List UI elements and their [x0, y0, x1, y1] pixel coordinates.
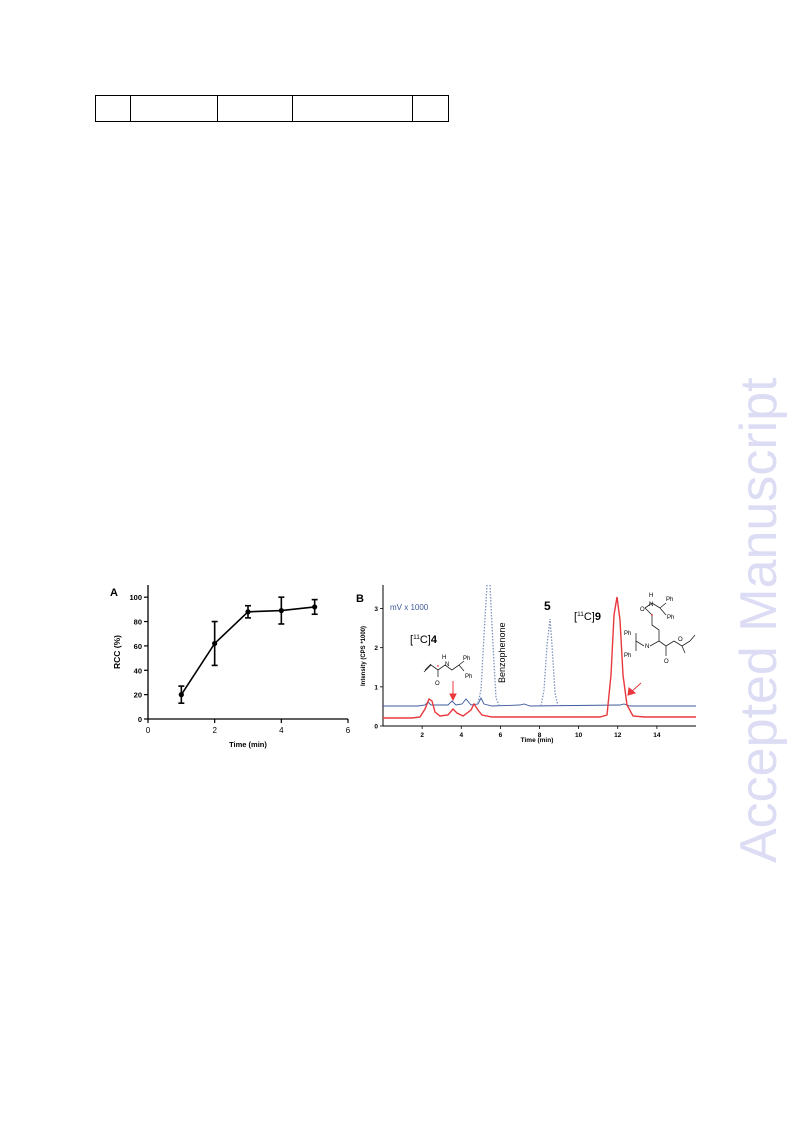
table-cell	[411, 95, 450, 122]
table-cell	[216, 95, 293, 122]
empty-table	[94, 95, 450, 122]
structure-9-o1: O	[640, 607, 645, 613]
structure-4-h: H	[442, 655, 446, 661]
data-point	[212, 640, 218, 647]
table-row	[94, 95, 450, 122]
panel-b-x-label: Time (min)	[521, 737, 554, 744]
y-tick-label: 1	[374, 684, 378, 691]
y-tick-label: 80	[134, 618, 142, 627]
y-tick-label: 40	[134, 666, 142, 675]
y-tick-label: 0	[374, 724, 378, 731]
structure-9-ph4: Ph	[624, 653, 631, 659]
structure-c11-9	[635, 602, 696, 656]
y-tick-label: 60	[134, 642, 142, 651]
y-tick-label: 2	[374, 645, 378, 652]
x-tick-label: 6	[346, 726, 351, 735]
arrow-c11-4	[449, 681, 457, 702]
rcc-series-line	[180, 606, 315, 696]
structure-9-h: H	[649, 593, 653, 599]
structure-4-o: O	[435, 681, 440, 687]
table-cell	[130, 95, 218, 122]
data-point	[312, 604, 318, 610]
data-point	[178, 692, 184, 698]
benzophenone-label: Benzophenone	[497, 622, 507, 683]
structure-9-o3: O	[678, 637, 683, 643]
panel-a-x-label: Time (min)	[229, 740, 267, 749]
structure-9-ph1: Ph	[666, 597, 673, 603]
panel-b-label: B	[356, 593, 364, 605]
compound-5-label: 5	[544, 599, 551, 613]
x-tick-label: 2	[212, 726, 217, 735]
structure-c11-4	[423, 660, 465, 677]
y-tick-label: 100	[129, 593, 142, 602]
table-cell	[291, 95, 413, 122]
structure-9-n2: N	[645, 644, 649, 650]
structure-9-n1: N	[649, 602, 653, 608]
panel-a-label: A	[110, 587, 118, 599]
arrow-c11-9	[627, 682, 642, 696]
radio-trace	[383, 596, 696, 719]
c11-4-label: [11C]4	[410, 634, 438, 646]
panel-a-y-label: RCC (%)	[112, 635, 122, 669]
accepted-manuscript-watermark: Accepted Manuscript	[730, 377, 788, 863]
x-tick-label: 4	[459, 732, 463, 739]
data-point	[278, 607, 284, 614]
table-cell	[94, 95, 132, 122]
uv-units-label: mV x 1000	[390, 603, 429, 612]
panel-b-y-label: Intensity (CPS *1000)	[361, 626, 367, 686]
x-tick-label: 10	[575, 732, 583, 739]
structure-9-ph3: Ph	[624, 631, 631, 637]
uv-benzophenone-peak	[477, 584, 500, 706]
structure-4-n: N	[445, 662, 449, 668]
y-tick-label: 0	[138, 715, 142, 724]
c11-9-label: [11C]9	[574, 611, 601, 623]
watermark-text: Accepted Manuscript	[730, 377, 788, 863]
x-tick-label: 4	[279, 726, 284, 735]
uv-compound5-peak	[540, 618, 559, 707]
data-point	[245, 609, 251, 615]
x-tick-label: 2	[420, 732, 424, 739]
structure-4-ph2: Ph	[465, 674, 472, 680]
y-tick-label: 3	[374, 606, 378, 613]
x-tick-label: 8	[538, 732, 542, 739]
structure-9-o2: O	[664, 659, 669, 665]
x-tick-label: 6	[499, 732, 503, 739]
x-tick-label: 0	[146, 726, 151, 735]
structure-4-ph1: Ph	[463, 656, 470, 662]
y-tick-label: 20	[134, 691, 142, 700]
x-tick-label: 14	[653, 732, 661, 739]
structure-9-ph2: Ph	[667, 615, 674, 621]
x-tick-label: 12	[614, 732, 622, 739]
